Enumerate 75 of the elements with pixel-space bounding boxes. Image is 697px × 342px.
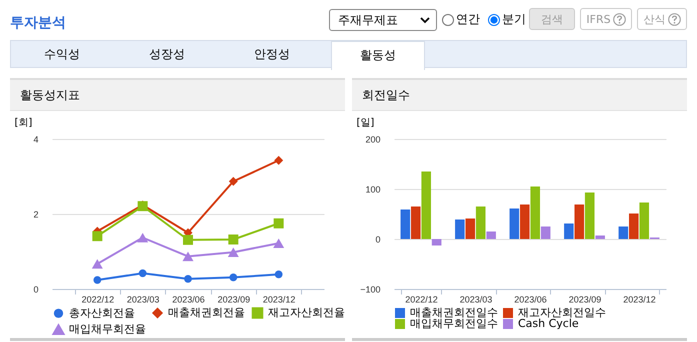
- y-tick-label: 0: [375, 234, 380, 244]
- chart-title: 활동성지표: [10, 80, 345, 111]
- point: [273, 238, 284, 248]
- legend-label: 매입채무회전율: [69, 322, 146, 336]
- legend-label: 매출채권회전율: [168, 306, 245, 320]
- bar: [410, 206, 421, 239]
- point: [93, 276, 102, 284]
- point: [182, 252, 194, 262]
- y-tick-label: −100: [360, 284, 380, 294]
- bar: [540, 226, 550, 239]
- point: [183, 234, 193, 245]
- point: [229, 274, 238, 282]
- point: [138, 269, 147, 278]
- text: 투자분석: [10, 14, 66, 32]
- x-tick-label: 2023/12: [623, 294, 656, 304]
- y-tick-label: 100: [365, 184, 380, 194]
- bar: [465, 218, 476, 239]
- x-tick-label: 2023/03: [126, 294, 160, 304]
- bar: [618, 226, 628, 239]
- text: 성장성: [148, 46, 186, 63]
- text: 주재무제표: [338, 13, 398, 27]
- legend-label: 매출채권회전일수: [410, 306, 498, 319]
- x-tick-label: 2023/06: [514, 294, 547, 304]
- legend-label: Cash Cycle: [518, 317, 579, 330]
- bar: [574, 204, 584, 239]
- text: 활동성: [331, 41, 425, 70]
- y-axis-title: [일]: [356, 118, 374, 128]
- x-tick-label: 2023/09: [568, 294, 602, 304]
- y-tick-label: 200: [365, 134, 380, 144]
- bar: [639, 202, 650, 239]
- text: 검색: [541, 12, 563, 26]
- text: 수익성: [43, 46, 81, 63]
- bar: [432, 239, 442, 246]
- y-tick-label: 4: [33, 134, 38, 144]
- x-tick-label: 2023/09: [218, 294, 250, 304]
- x-tick-label: 2023/06: [172, 294, 205, 304]
- bar: [486, 232, 496, 239]
- point: [228, 234, 238, 244]
- legend-label: 총자산회전율: [69, 306, 135, 320]
- bar: [510, 208, 520, 239]
- bar: [530, 186, 540, 239]
- y-axis-title: [회]: [14, 118, 32, 128]
- x-tick-label: 2022/12: [82, 294, 114, 304]
- x-tick-label: 2023/12: [262, 294, 296, 304]
- chart-title: 회전일수: [352, 80, 687, 111]
- y-tick-label: 2: [33, 210, 38, 220]
- point: [274, 156, 284, 165]
- legend-label: 매입채무회전일수: [410, 317, 498, 330]
- text: 분기: [502, 11, 526, 28]
- point: [137, 232, 148, 242]
- bar: [564, 224, 574, 239]
- point: [274, 218, 284, 228]
- point: [274, 270, 283, 278]
- text: 안정성: [253, 46, 291, 63]
- point: [92, 259, 103, 269]
- text: 연간: [456, 11, 480, 28]
- point: [184, 275, 192, 283]
- bar: [520, 204, 530, 239]
- bar: [629, 214, 639, 239]
- text: 산식: [644, 12, 666, 26]
- bar: [455, 220, 465, 239]
- point: [228, 176, 238, 186]
- bar: [421, 172, 431, 239]
- point: [92, 231, 102, 242]
- bar: [476, 206, 486, 239]
- bar: [584, 192, 595, 239]
- legend-label: 재고자산회전율: [268, 306, 345, 319]
- text: IFRS: [586, 12, 611, 26]
- bar: [595, 236, 605, 239]
- point: [228, 248, 239, 257]
- bar: [400, 210, 410, 239]
- y-tick-label: 0: [33, 284, 38, 294]
- x-tick-label: 2022/12: [405, 294, 438, 304]
- x-tick-label: 2023/03: [460, 294, 492, 304]
- legend-label: 재고자산회전일수: [518, 306, 606, 319]
